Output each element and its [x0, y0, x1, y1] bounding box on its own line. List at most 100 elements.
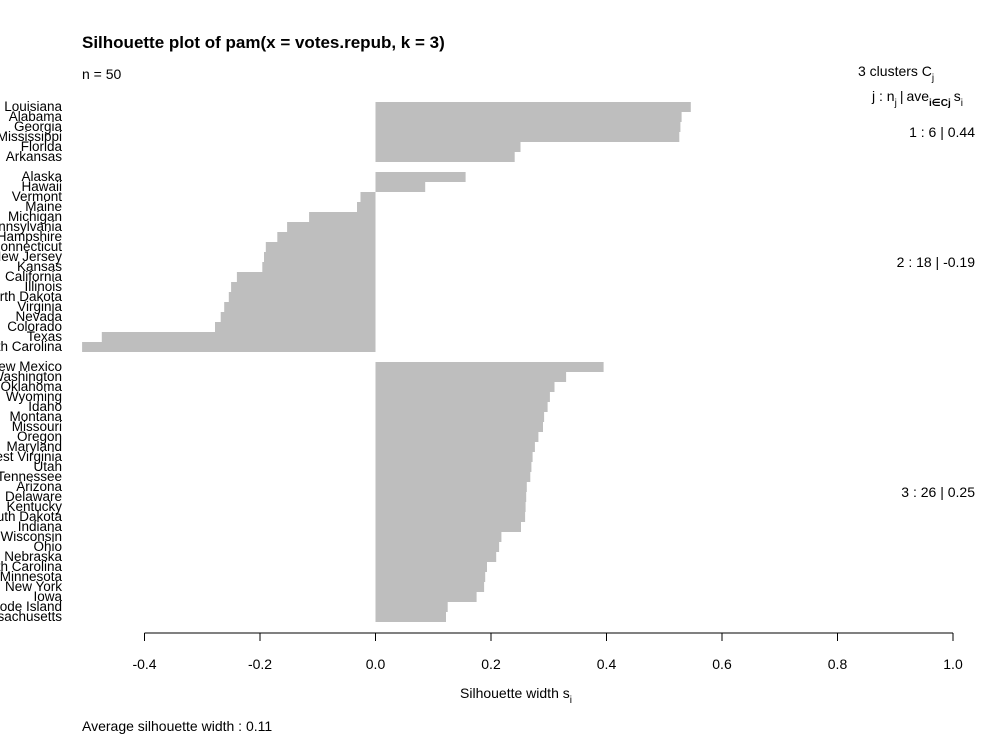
- silhouette-bar: [375, 412, 545, 422]
- row-label: Kansas: [17, 259, 62, 274]
- silhouette-bar: [375, 172, 466, 182]
- silhouette-bar: [375, 122, 681, 132]
- silhouette-bar: [277, 232, 376, 242]
- silhouette-bar: [215, 322, 376, 332]
- silhouette-bar: [375, 592, 477, 602]
- row-label: New Mexico: [0, 359, 62, 374]
- x-tick-label: -0.2: [248, 656, 272, 672]
- cluster-summary: 2 : 18 | -0.19: [897, 254, 976, 270]
- silhouette-bar: [375, 612, 446, 622]
- silhouette-bar: [375, 532, 502, 542]
- silhouette-bar: [375, 392, 550, 402]
- row-label: Colorado: [7, 319, 62, 334]
- row-label: Florida: [21, 139, 63, 154]
- row-label: West Virginia: [0, 449, 62, 464]
- row-label: Alaska: [21, 169, 62, 184]
- silhouette-bar: [375, 422, 543, 432]
- col-s: s: [954, 88, 961, 104]
- x-tick-label: 0.2: [481, 656, 501, 672]
- x-axis-label: Silhouette width si: [460, 685, 572, 706]
- bars-group: [82, 102, 691, 622]
- silhouette-bar: [375, 452, 533, 462]
- silhouette-bar: [228, 292, 376, 302]
- silhouette-bar: [375, 432, 539, 442]
- silhouette-bar: [375, 602, 448, 612]
- row-label: Illinois: [24, 279, 62, 294]
- row-label: Connecticut: [0, 239, 62, 254]
- x-tick-label: 0.0: [366, 656, 386, 672]
- columns-header: j : nj | avei∈Cj si: [871, 88, 963, 109]
- row-label: Nevada: [15, 309, 62, 324]
- silhouette-bar: [375, 182, 426, 192]
- row-label: Alabama: [9, 109, 63, 124]
- row-label: Massachusetts: [0, 609, 62, 624]
- silhouette-bar: [264, 252, 376, 262]
- row-label: Michigan: [8, 209, 62, 224]
- col-n: n: [887, 88, 895, 104]
- silhouette-bar: [375, 402, 548, 412]
- silhouette-bar: [375, 152, 515, 162]
- row-label: South Carolina: [0, 339, 62, 354]
- silhouette-bar: [265, 242, 376, 252]
- silhouette-bar: [375, 522, 521, 532]
- row-label: Oklahoma: [0, 379, 62, 394]
- row-label: South Dakota: [0, 509, 62, 524]
- chart-title: Silhouette plot of pam(x = votes.repub, …: [82, 33, 445, 52]
- average-silhouette-width: Average silhouette width : 0.11: [82, 718, 272, 734]
- x-tick-label: 0.4: [597, 656, 617, 672]
- silhouette-bar: [375, 102, 691, 112]
- row-label: Virginia: [17, 299, 62, 314]
- silhouette-bar: [375, 512, 526, 522]
- col-j: j :: [871, 88, 883, 104]
- row-label: Ohio: [33, 539, 62, 554]
- x-tick-label: 1.0: [943, 656, 963, 672]
- clusters-header-subscript: j: [931, 73, 934, 84]
- silhouette-bar: [375, 582, 485, 592]
- row-label: Indiana: [18, 519, 63, 534]
- clusters-header-text: 3 clusters C: [858, 63, 932, 79]
- row-label: Idaho: [28, 399, 62, 414]
- silhouette-bar: [375, 372, 567, 382]
- sample-size-label: n = 50: [82, 66, 122, 82]
- silhouette-bar: [224, 302, 376, 312]
- row-label: Pennsylvania: [0, 219, 62, 234]
- row-label: Missouri: [12, 419, 62, 434]
- clusters-header: 3 clusters Cj: [858, 63, 934, 84]
- silhouette-bar: [220, 312, 376, 322]
- row-label: Georgia: [14, 119, 63, 134]
- silhouette-bar: [262, 262, 376, 272]
- x-tick-label: 0.8: [828, 656, 848, 672]
- silhouette-bar: [375, 572, 486, 582]
- silhouette-bar: [375, 492, 527, 502]
- col-sep: |: [900, 88, 904, 104]
- col-n-subscript: j: [894, 98, 897, 109]
- silhouette-bar: [375, 562, 487, 572]
- row-label: Kentucky: [6, 499, 62, 514]
- x-tick-label: 0.6: [712, 656, 732, 672]
- row-label: Maryland: [6, 439, 62, 454]
- row-label: New York: [5, 579, 62, 594]
- row-label: Nebraska: [4, 549, 62, 564]
- silhouette-bar: [287, 222, 376, 232]
- row-label: Wyoming: [6, 389, 62, 404]
- silhouette-bar: [375, 552, 497, 562]
- silhouette-bar: [375, 472, 531, 482]
- silhouette-bar: [309, 212, 376, 222]
- silhouette-bar: [231, 282, 376, 292]
- silhouette-bar: [360, 192, 376, 202]
- row-labels-group: LouisianaAlabamaGeorgiaMississippiFlorid…: [0, 99, 62, 624]
- silhouette-bar: [375, 462, 532, 472]
- row-label: North Dakota: [0, 289, 62, 304]
- col-ave-subscript: i∈Cj: [929, 98, 951, 109]
- row-label: Texas: [27, 329, 63, 344]
- silhouette-bar: [375, 442, 535, 452]
- silhouette-bar: [375, 482, 527, 492]
- row-label: Minnesota: [0, 569, 62, 584]
- x-axis: -0.4 -0.2 0.0 0.2 0.4 0.6 0.8 1.0: [132, 632, 963, 672]
- silhouette-bar: [375, 112, 682, 122]
- row-label: Utah: [33, 459, 62, 474]
- row-label: Maine: [25, 199, 62, 214]
- row-label: Arizona: [16, 479, 62, 494]
- row-label: Mississippi: [0, 129, 62, 144]
